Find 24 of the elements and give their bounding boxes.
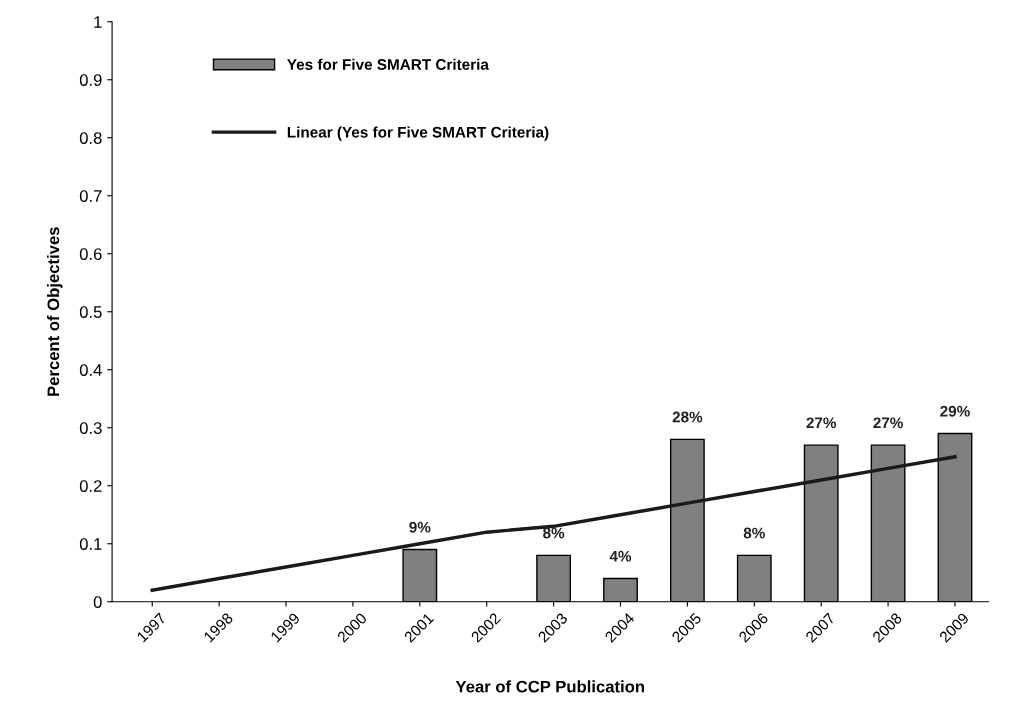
y-tick-label: 0.5 [79, 306, 102, 318]
data-label: 8% [743, 527, 765, 539]
y-tick-label: 0.2 [79, 480, 102, 492]
legend-label: Yes for Five SMART Criteria [287, 58, 489, 70]
y-tick-label: 1 [94, 16, 102, 28]
y-tick-label: 0.6 [79, 248, 102, 260]
y-axis-title: Percent of Objectives [47, 227, 63, 396]
x-axis-title: Year of CCP Publication [455, 680, 645, 693]
data-label: 8% [543, 527, 565, 539]
y-tick-label: 0.7 [79, 190, 102, 202]
y-tick-label: 0.1 [79, 538, 102, 550]
y-tick-label: 0.8 [79, 132, 102, 144]
data-label: 27% [873, 417, 903, 429]
y-tick-label: 0.3 [79, 422, 102, 434]
y-tick-label: 0.9 [79, 74, 102, 86]
line-series [150, 455, 957, 592]
data-label: 4% [609, 550, 632, 562]
legend-label: Linear (Yes for Five SMART Criteria) [287, 126, 549, 141]
data-label: 27% [806, 417, 837, 429]
data-label: 29% [940, 405, 970, 417]
y-tick-label: 0 [93, 596, 102, 608]
data-label: 9% [409, 521, 431, 533]
y-tick-label: 0.4 [79, 364, 102, 376]
data-label: 28% [672, 411, 703, 423]
